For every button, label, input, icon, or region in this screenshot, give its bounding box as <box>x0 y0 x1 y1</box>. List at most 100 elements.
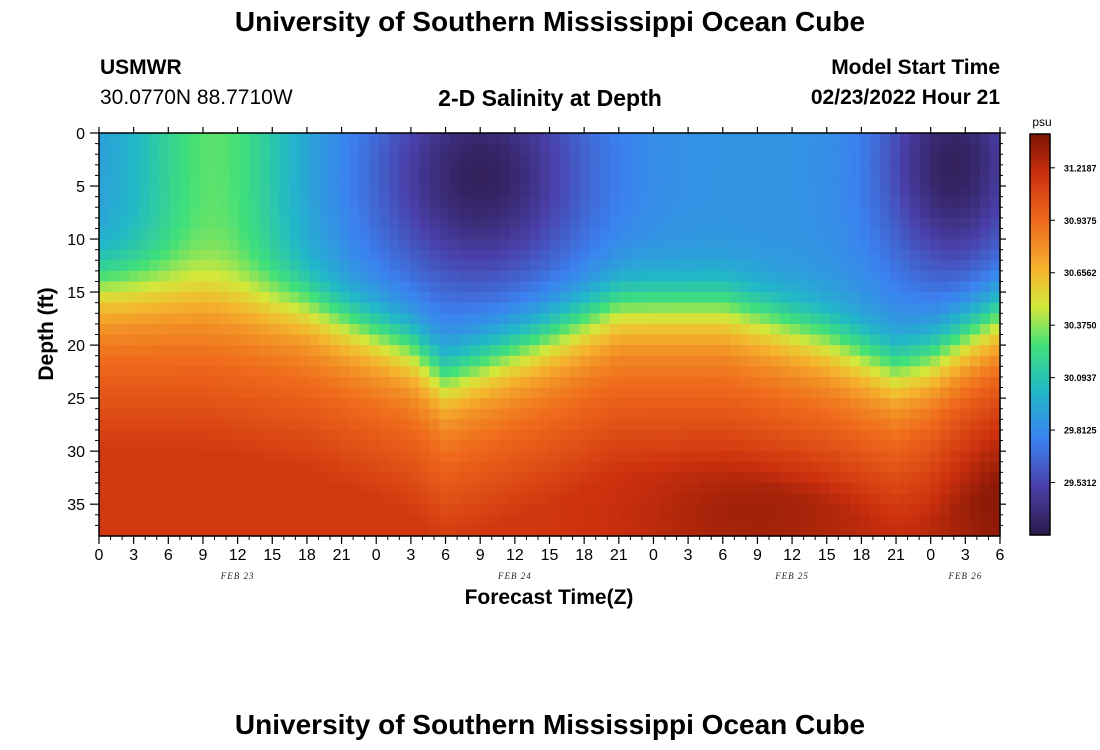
heatmap-cell <box>589 429 601 442</box>
heatmap-cell <box>799 440 811 452</box>
heatmap-cell <box>869 270 881 283</box>
heatmap-cell <box>859 228 871 240</box>
heatmap-cell <box>779 440 791 452</box>
heatmap-cell <box>399 345 410 357</box>
heatmap-cell <box>459 143 471 155</box>
heatmap-cell <box>659 419 671 431</box>
heatmap-cell <box>249 313 260 325</box>
heatmap-cell <box>619 334 631 346</box>
heatmap-cell <box>969 429 981 442</box>
heatmap-cell <box>349 493 360 505</box>
heatmap-cell <box>789 217 801 230</box>
heatmap-cell <box>229 239 240 251</box>
heatmap-cell <box>969 345 981 357</box>
heatmap-cell <box>469 143 481 155</box>
heatmap-cell <box>769 504 781 516</box>
heatmap-cell <box>649 493 661 505</box>
heatmap-cell <box>759 292 771 304</box>
heatmap-cell <box>479 472 491 484</box>
heatmap-cell <box>859 196 871 208</box>
heatmap-cell <box>239 493 250 505</box>
heatmap-cell <box>199 451 210 463</box>
heatmap-cell <box>729 440 741 452</box>
heatmap-cell <box>109 334 120 346</box>
heatmap-cell <box>189 493 200 505</box>
heatmap-cell <box>329 429 340 442</box>
heatmap-cell <box>589 186 601 198</box>
heatmap-cell <box>189 387 200 399</box>
heatmap-cell <box>799 143 811 155</box>
heatmap-cell <box>869 281 881 293</box>
heatmap-cell <box>839 355 851 367</box>
heatmap-cell <box>899 440 911 452</box>
heatmap-cell <box>869 260 881 272</box>
heatmap-cell <box>489 228 501 240</box>
heatmap-cell <box>739 387 751 399</box>
heatmap-cell <box>429 175 440 187</box>
heatmap-cell <box>539 260 551 272</box>
heatmap-cell <box>369 398 380 410</box>
heatmap-cell <box>369 440 380 452</box>
heatmap-cell <box>669 196 681 208</box>
heatmap-cell <box>779 345 791 357</box>
heatmap-cell <box>289 345 300 357</box>
heatmap-cell <box>919 249 931 261</box>
heatmap-cell <box>689 408 701 420</box>
heatmap-cell <box>969 355 981 367</box>
heatmap-cell <box>519 345 531 357</box>
heatmap-cell <box>619 292 631 304</box>
heatmap-cell <box>729 133 741 145</box>
heatmap-cell <box>739 249 751 261</box>
heatmap-cell <box>449 281 460 293</box>
heatmap-cell <box>199 461 210 473</box>
heatmap-cell <box>399 249 410 261</box>
heatmap-cell <box>659 239 671 251</box>
heatmap-cell <box>859 292 871 304</box>
heatmap-cell <box>589 387 601 399</box>
heatmap-cell <box>169 281 180 293</box>
heatmap-cell <box>149 451 160 463</box>
heatmap-cell <box>479 196 491 208</box>
heatmap-cell <box>619 239 631 251</box>
heatmap-cell <box>129 334 140 346</box>
heatmap-cell <box>349 302 360 314</box>
heatmap-cell <box>289 154 300 166</box>
heatmap-cell <box>569 472 581 484</box>
heatmap-cell <box>879 429 891 442</box>
heatmap-cell <box>729 281 741 293</box>
heatmap-cell <box>689 366 701 378</box>
heatmap-cell <box>659 186 671 198</box>
heatmap-cell <box>819 217 831 230</box>
heatmap-cell <box>479 451 491 463</box>
heatmap-cell <box>859 260 871 272</box>
heatmap-cell <box>959 493 971 505</box>
heatmap-cell <box>779 451 791 463</box>
heatmap-cell <box>639 292 651 304</box>
heatmap-cell <box>139 175 150 187</box>
heatmap-cell <box>759 133 771 145</box>
heatmap-cell <box>709 504 721 516</box>
heatmap-cell <box>779 355 791 367</box>
heatmap-cell <box>919 133 931 145</box>
heatmap-cell <box>969 249 981 261</box>
heatmap-cell <box>489 525 501 537</box>
heatmap-cell <box>199 175 210 187</box>
heatmap-cell <box>99 408 110 420</box>
heatmap-cell <box>629 366 641 378</box>
heatmap-cell <box>899 525 911 537</box>
heatmap-cell <box>699 249 711 261</box>
heatmap-cell <box>529 270 541 283</box>
heatmap-cell <box>129 175 140 187</box>
heatmap-cell <box>749 472 761 484</box>
heatmap-cell <box>579 186 591 198</box>
heatmap-cell <box>339 461 350 473</box>
heatmap-cell <box>909 175 921 187</box>
heatmap-cell <box>199 493 210 505</box>
heatmap-cell <box>369 186 380 198</box>
heatmap-cell <box>749 239 761 251</box>
heatmap-cell <box>639 313 651 325</box>
heatmap-cell <box>459 366 471 378</box>
heatmap-cell <box>639 472 651 484</box>
heatmap-cell <box>459 207 471 219</box>
heatmap-cell <box>259 482 270 495</box>
